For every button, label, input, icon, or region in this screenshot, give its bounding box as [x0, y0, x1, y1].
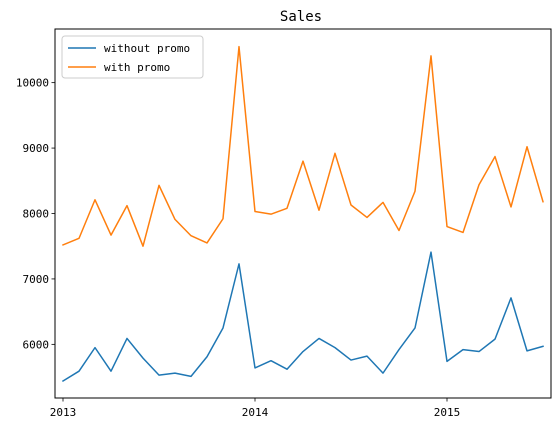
- legend-label-without-promo: without promo: [104, 42, 190, 55]
- series-layer: [61, 45, 544, 383]
- chart-title: Sales: [280, 9, 322, 25]
- series-line-without-promo: [61, 251, 544, 383]
- x-tick-label: 2015: [434, 406, 461, 419]
- y-tick-label: 9000: [23, 142, 50, 155]
- y-tick-label: 10000: [16, 77, 49, 90]
- axis-layer: 6000 7000 8000 9000 10000 2013 2014 2015: [16, 77, 460, 419]
- y-tick-label: 8000: [23, 208, 50, 221]
- legend: without promo with promo: [61, 35, 204, 79]
- x-tick-label: 2013: [50, 406, 77, 419]
- x-tick-label: 2014: [242, 406, 269, 419]
- series-line-with-promo: [62, 45, 544, 247]
- y-tick-label: 7000: [23, 273, 50, 286]
- legend-box: [61, 35, 204, 79]
- y-tick-label: 6000: [23, 338, 50, 351]
- legend-label-with-promo: with promo: [104, 61, 170, 74]
